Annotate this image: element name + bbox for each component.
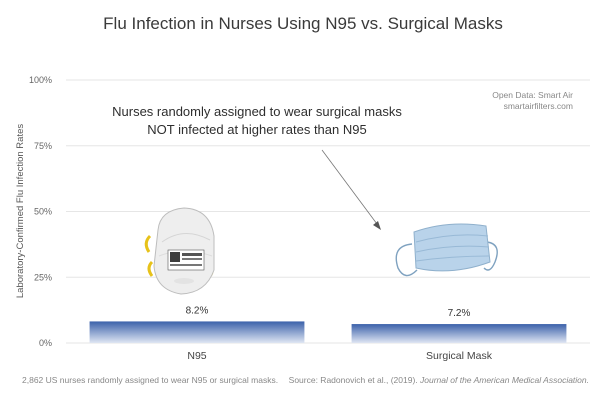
annotation-line-2: NOT infected at higher rates than N95: [147, 122, 366, 137]
citation: Source: Radonovich et al., (2019). Journ…: [289, 375, 589, 385]
footnote: 2,862 US nurses randomly assigned to wea…: [22, 375, 278, 385]
chart-title: Flu Infection in Nurses Using N95 vs. Su…: [103, 14, 503, 33]
annotation-arrowhead: [373, 221, 381, 230]
y-tick-label: 25%: [34, 272, 52, 282]
y-tick-label: 0%: [39, 338, 52, 348]
x-category-label: N95: [187, 350, 206, 362]
bar-value-label: 8.2%: [186, 305, 209, 316]
annotation-line-1: Nurses randomly assigned to wear surgica…: [112, 104, 402, 119]
n95-mask-image: [144, 207, 215, 295]
y-tick-label: 100%: [29, 75, 52, 85]
gridlines: [66, 79, 590, 344]
bar-value-label: 7.2%: [448, 308, 471, 319]
annotation: Nurses randomly assigned to wear surgica…: [112, 104, 402, 230]
source-line-1: Open Data: Smart Air: [492, 90, 573, 100]
y-tick-label: 50%: [34, 207, 52, 217]
bar-value-labels: 8.2% 7.2%: [186, 305, 471, 319]
y-axis-label: Laboratory-Confirmed Flu Infection Rates: [15, 124, 26, 298]
citation-prefix: Source: Radonovich et al., (2019).: [289, 375, 420, 385]
bar: [89, 321, 305, 343]
y-tick-label: 75%: [34, 141, 52, 151]
source-box: Open Data: Smart Air smartairfilters.com: [492, 90, 573, 111]
annotation-arrow: [321, 149, 378, 225]
y-axis-ticks: 0% 25% 50% 75% 100%: [29, 75, 52, 348]
source-line-2: smartairfilters.com: [504, 101, 573, 111]
bars: [89, 321, 567, 343]
citation-journal: Journal of the American Medical Associat…: [419, 375, 589, 385]
x-axis-categories: N95 Surgical Mask: [187, 350, 492, 362]
surgical-mask-image: [395, 223, 498, 277]
x-category-label: Surgical Mask: [426, 350, 493, 362]
bar: [351, 324, 567, 343]
